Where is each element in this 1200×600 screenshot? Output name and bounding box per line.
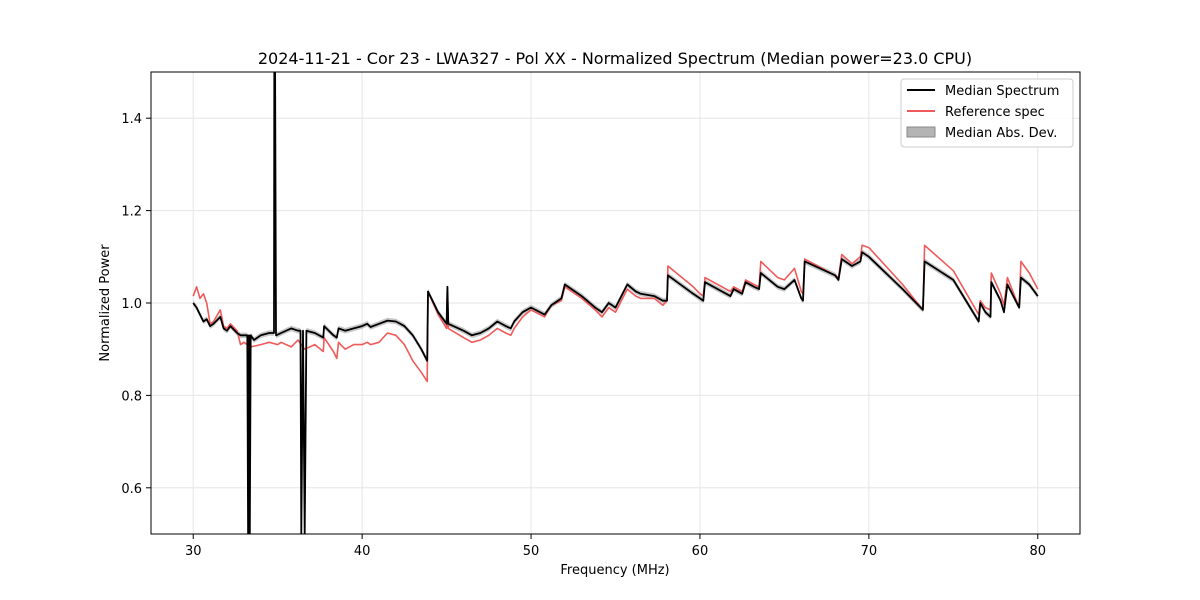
y-axis-ticks: 0.6 0.8 1.0 1.2 1.4	[121, 112, 151, 497]
x-axis-label: Frequency (MHz)	[560, 563, 669, 578]
legend-mad-label: Median Abs. Dev.	[945, 126, 1057, 141]
x-axis-ticks: 30 40 50 60 70 80	[185, 534, 1046, 559]
x-tick-label: 60	[692, 544, 709, 559]
y-tick-label: 1.2	[121, 205, 142, 220]
y-tick-label: 0.8	[121, 389, 142, 404]
chart-title: 2024-11-21 - Cor 23 - LWA327 - Pol XX - …	[258, 49, 972, 68]
legend-box	[900, 78, 1074, 148]
x-tick-label: 80	[1029, 544, 1046, 559]
legend-mad-swatch	[906, 126, 936, 138]
median-spectrum-line	[192, 72, 1039, 534]
y-axis-label: Normalized Power	[98, 244, 113, 362]
y-tick-label: 1.4	[121, 112, 142, 127]
plot-area	[192, 72, 1039, 534]
y-tick-label: 1.0	[121, 297, 142, 312]
y-tick-label: 0.6	[121, 482, 142, 497]
x-tick-label: 70	[861, 544, 878, 559]
x-tick-label: 50	[523, 544, 540, 559]
x-tick-label: 30	[185, 544, 202, 559]
legend: Median Spectrum Reference spec Median Ab…	[900, 78, 1074, 148]
reference-spectrum-line	[192, 244, 1039, 383]
x-tick-label: 40	[354, 544, 371, 559]
legend-median-label: Median Spectrum	[945, 84, 1059, 99]
legend-reference-label: Reference spec	[945, 105, 1045, 120]
